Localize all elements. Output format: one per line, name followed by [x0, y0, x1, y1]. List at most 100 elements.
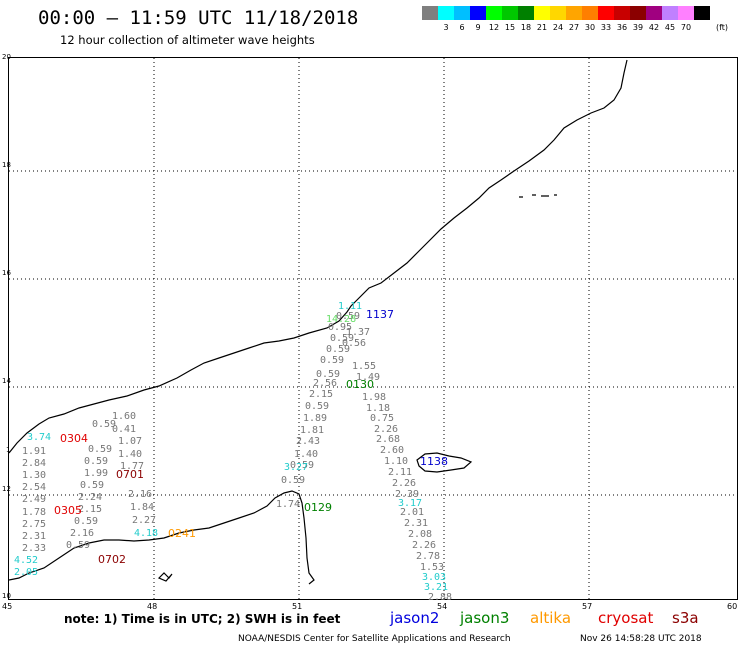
wave-height-value: 2.16: [128, 489, 153, 500]
wave-height-value: 1.98: [362, 392, 387, 403]
pass-time-label: 0241: [168, 527, 196, 540]
legend-swatch: [566, 6, 582, 20]
wave-height-value: 1.10: [384, 456, 409, 467]
wave-height-value: 2.26: [374, 424, 399, 435]
wave-height-value: 1.30: [22, 470, 47, 482]
wave-height-value: 0.59: [320, 355, 345, 366]
wave-height-value: 2.54: [22, 482, 47, 494]
lon-label: 45: [2, 602, 13, 611]
map-subtitle: 12 hour collection of altimeter wave hei…: [60, 33, 315, 47]
legend-label: 15: [504, 23, 516, 32]
legend-swatch: [614, 6, 630, 20]
legend-label: 12: [488, 23, 500, 32]
wave-height-value: 2.11: [388, 467, 413, 478]
pass-time-label: 0129: [304, 501, 332, 514]
wave-height-value: 0.41: [112, 424, 137, 435]
lat-label: 12: [2, 485, 11, 493]
lat-label: 20: [2, 53, 11, 61]
generation-timestamp: Nov 26 14:58:28 UTC 2018: [580, 634, 702, 644]
legend-label: 70: [680, 23, 692, 32]
wave-height-value: 0.59: [326, 344, 351, 355]
wave-height-value: 1.11: [338, 301, 363, 312]
lat-label: 16: [2, 269, 11, 277]
wave-height-value: 0.56: [342, 338, 367, 349]
legend-label: 24: [552, 23, 564, 32]
legend-label: 6: [459, 23, 465, 32]
wave-height-value: 1.84: [130, 502, 155, 513]
wave-height-value: 0.95: [328, 322, 353, 333]
legend-swatch: [486, 6, 502, 20]
wave-height-value: 2.78: [416, 551, 441, 562]
wave-height-value: 2.68: [376, 434, 401, 445]
lat-label: 14: [2, 377, 11, 385]
lon-label: 51: [292, 602, 303, 611]
wave-height-value: 1.60: [112, 411, 137, 422]
legend-swatch: [582, 6, 598, 20]
pass-time-label: 0305: [54, 504, 82, 517]
wave-height-value: 4.18: [134, 528, 159, 539]
legend-label: 33: [600, 23, 612, 32]
map-title: 00:00 – 11:59 UTC 11/18/2018: [38, 7, 359, 29]
wave-height-value: 2.08: [408, 529, 433, 540]
wave-height-value: 3.03: [422, 572, 447, 583]
wave-height-value: 2.56: [313, 378, 338, 389]
wave-height-value: 1.78: [22, 506, 47, 518]
wave-height-value: 2.16: [70, 528, 95, 539]
legend-swatch: [422, 6, 438, 20]
wave-height-value: 1.37: [346, 327, 371, 338]
legend-label: 18: [520, 23, 532, 32]
wave-height-value: 2.26: [392, 478, 417, 489]
wave-height-value: 4.52: [14, 555, 39, 566]
wave-height-value: 0.59: [74, 516, 99, 527]
legend-unit: (ft): [716, 23, 729, 32]
wave-height-value: 1.40: [118, 449, 143, 460]
wave-height-value: 0.59: [316, 369, 341, 380]
lon-label: 57: [582, 602, 593, 611]
wave-height-value: 1.49: [356, 372, 381, 383]
wave-height-value: 2.60: [380, 445, 405, 456]
legend-swatch: [678, 6, 694, 20]
legend-label: 45: [664, 23, 676, 32]
wave-height-value: 1.99: [84, 468, 109, 479]
legend-swatch: [438, 6, 454, 20]
legend-swatch: [518, 6, 534, 20]
satellite-name: cryosat: [598, 609, 654, 627]
wave-height-value: 3.17: [398, 498, 423, 509]
wave-height-value: 2.05: [14, 567, 39, 578]
satellite-name: s3a: [672, 609, 699, 627]
wave-height-value: 1.07: [118, 436, 143, 447]
legend-swatch: [598, 6, 614, 20]
grid-lines: [9, 58, 737, 599]
satellite-name: jason2: [390, 609, 440, 627]
wave-height-value: 3.21: [424, 582, 449, 593]
legend-label: 3: [443, 23, 449, 32]
small-islands: [157, 194, 557, 582]
legend-label: 30: [584, 23, 596, 32]
wave-height-value: 0.59: [290, 460, 315, 471]
wave-height-value: 2.15: [78, 504, 103, 515]
wave-height-value: 0.59: [92, 419, 117, 430]
wave-height-value: 1.40: [294, 449, 319, 460]
legend-swatch: [470, 6, 486, 20]
wave-height-value: 3.74: [27, 432, 52, 443]
wave-height-value: 0.59: [88, 444, 113, 455]
map-canvas: [9, 58, 737, 599]
wave-height-value: 2.43: [296, 436, 321, 447]
pass-time-label: 0130: [346, 378, 374, 391]
lat-label: 1: [6, 446, 11, 454]
wave-height-value: 1.89: [303, 413, 328, 424]
lat-label: 10: [2, 592, 11, 600]
pass-time-label: 1137: [366, 308, 394, 321]
somali-coastline: [9, 490, 315, 585]
legend-label: 36: [616, 23, 628, 32]
legend-label: 21: [536, 23, 548, 32]
wave-height-value: 2.31: [404, 518, 429, 529]
legend-swatch: [630, 6, 646, 20]
legend-label: 42: [648, 23, 660, 32]
legend-swatch: [502, 6, 518, 20]
legend-label: 27: [568, 23, 580, 32]
wave-height-value: 1.55: [352, 361, 377, 372]
wave-height-value: 1.77: [120, 461, 145, 472]
legend-swatch: [534, 6, 550, 20]
wave-height-value: 1.18: [366, 403, 391, 414]
